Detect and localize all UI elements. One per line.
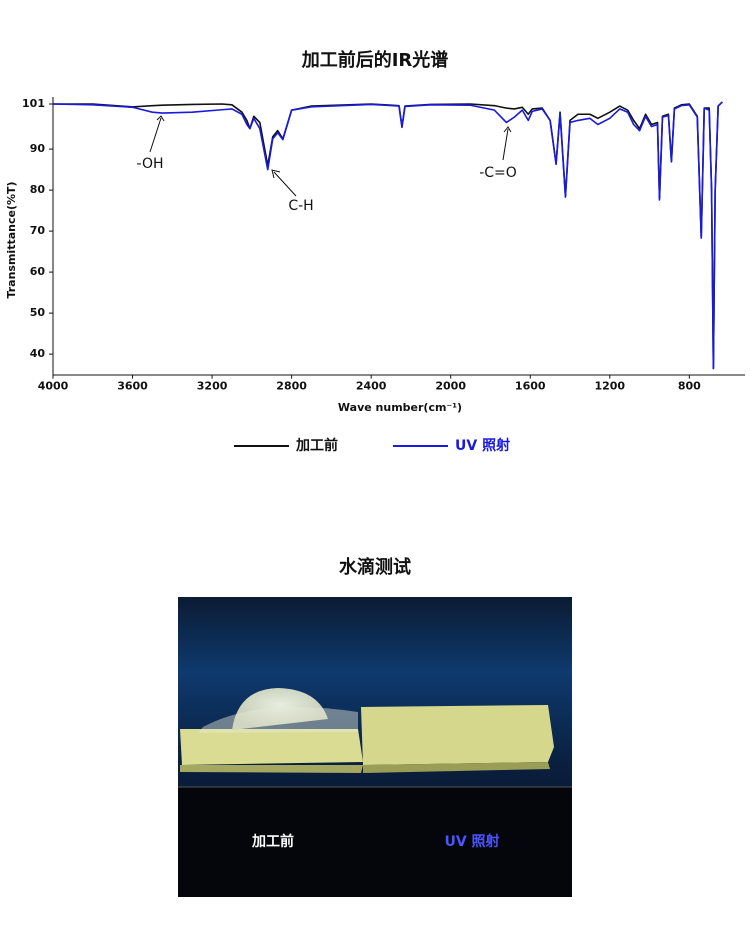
annotation: C-H [288, 198, 313, 214]
y-tick-label: 101 [22, 97, 45, 110]
x-tick-label: 2400 [356, 380, 387, 393]
annotation: -C=O [479, 165, 517, 181]
x-tick-label: 4000 [38, 380, 69, 393]
x-tick-label: 2800 [276, 380, 307, 393]
photo: 加工前 UV 照射 [178, 597, 572, 897]
x-tick-label: 1200 [594, 380, 625, 393]
y-tick-label: 40 [30, 347, 46, 360]
x-tick-label: 3600 [117, 380, 148, 393]
y-axis-label: Transmittance(%T) [5, 181, 18, 298]
y-tick-label: 80 [30, 183, 46, 196]
legend-label: 加工前 [295, 437, 338, 454]
photo-label: 加工前 [251, 833, 294, 850]
x-tick-label: 800 [678, 380, 701, 393]
annotation: -OH [137, 156, 164, 172]
annotation-arrows [149, 115, 512, 197]
legend-label: UV 照射 [455, 437, 510, 454]
photo-title: 水滴测试 [339, 557, 411, 578]
chart: 加工前后的IR光谱 Transmittance(%T) Wave number(… [5, 49, 745, 454]
photo-label: UV 照射 [444, 833, 499, 850]
y-tick-label: 50 [30, 306, 46, 319]
y-tick-label: 60 [30, 265, 46, 278]
x-axis-label: Wave number(cm⁻¹) [338, 401, 462, 414]
y-tick-label: 90 [30, 142, 46, 155]
x-tick-label: 2000 [435, 380, 466, 393]
chart-title: 加工前后的IR光谱 [301, 49, 449, 71]
y-tick-label: 70 [30, 224, 46, 237]
x-tick-label: 1600 [515, 380, 546, 393]
x-tick-label: 3200 [197, 380, 228, 393]
series-line [52, 101, 723, 370]
